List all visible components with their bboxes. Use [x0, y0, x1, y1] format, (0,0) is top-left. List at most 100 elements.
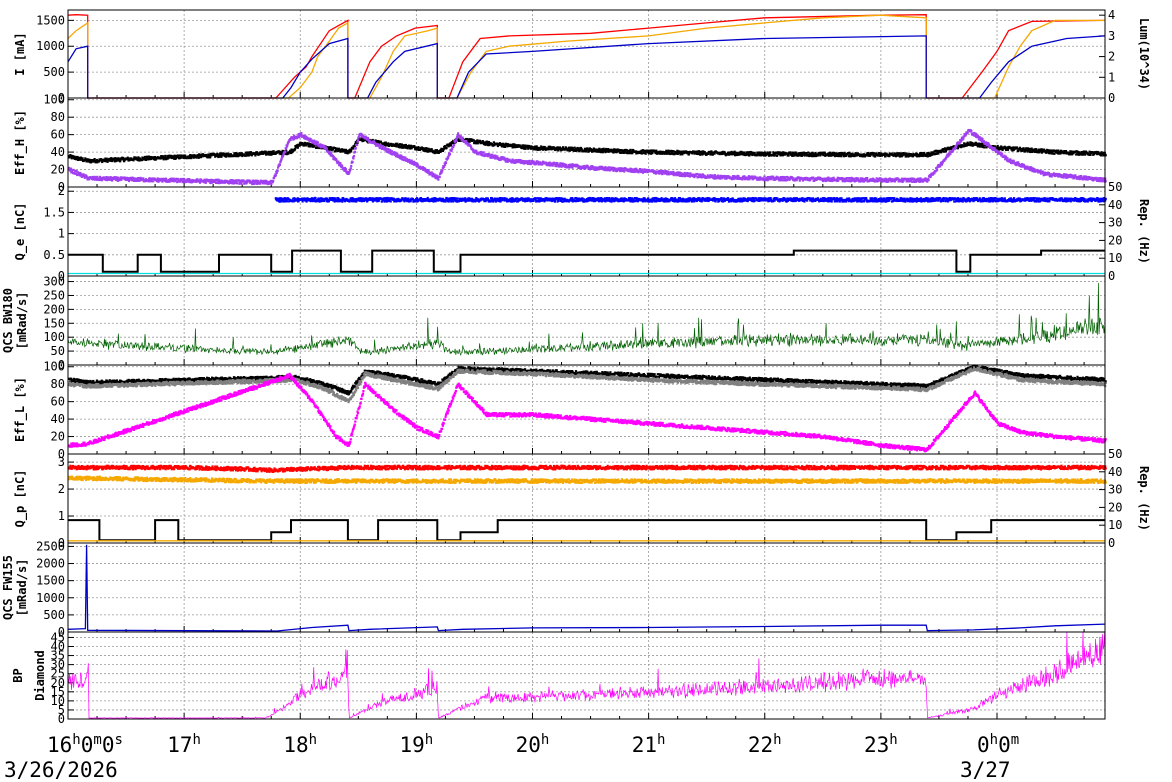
point-effh-1 [352, 161, 354, 163]
point-effh-1 [453, 144, 455, 146]
point-effh-0 [445, 147, 447, 149]
point-effh-1 [285, 147, 287, 149]
point-effh-0 [840, 155, 842, 157]
point-effh-0 [769, 151, 771, 153]
point-effh-1 [179, 180, 181, 182]
point-effh-1 [357, 139, 359, 141]
point-effh-0 [788, 154, 790, 156]
point-effh-1 [949, 153, 951, 155]
point-effh-1 [844, 180, 846, 182]
ylabel-qe: Q_e [nC] [13, 203, 28, 261]
point-effh-1 [281, 158, 283, 160]
point-effh-1 [444, 164, 446, 166]
point-effh-0 [352, 147, 354, 149]
point-effh-1 [272, 180, 274, 182]
ytick-label-qe-2: 1 [58, 227, 65, 241]
point-effh-1 [447, 157, 449, 159]
point-effh-1 [284, 151, 286, 153]
point-effh-1 [475, 150, 477, 152]
point-effh-1 [277, 170, 279, 172]
frame-current [68, 10, 1105, 98]
point-effh-1 [205, 182, 207, 184]
point-effh-1 [355, 147, 357, 149]
point-effh-1 [781, 179, 783, 181]
series-current-2 [68, 36, 1105, 98]
point-effh-0 [585, 150, 587, 152]
ytick-label-qe-1: 0.5 [43, 248, 65, 262]
point-effh-1 [354, 151, 356, 153]
point-effh-0 [165, 155, 167, 157]
ytick-label-effh-5: 100 [43, 93, 65, 107]
point-effh-1 [483, 151, 485, 153]
y2tick-label-current-0: 0 [1108, 91, 1115, 105]
point-effh-1 [279, 164, 281, 166]
point-effh-1 [356, 144, 358, 146]
point-effh-1 [936, 169, 938, 171]
point-effh-1 [345, 168, 347, 170]
ytick-label-qe-3: 1.5 [43, 205, 65, 219]
ylabel-effh: Eff_H [%] [13, 110, 28, 175]
point-effh-1 [866, 177, 868, 179]
point-effh-1 [350, 167, 352, 169]
point-effh-1 [152, 180, 154, 182]
y2tick-label-current-4: 4 [1108, 8, 1115, 22]
series-current-1 [68, 15, 1105, 98]
point-effh-1 [763, 176, 765, 178]
ylabel-current: I [mA] [13, 32, 27, 75]
frame-effh [68, 98, 1105, 187]
point-effh-1 [1006, 157, 1008, 159]
ytick-label-effh-2: 40 [51, 145, 65, 159]
point-effh-1 [1048, 172, 1050, 174]
point-effh-1 [326, 148, 328, 150]
point-effh-1 [462, 137, 464, 139]
point-effh-1 [330, 152, 332, 154]
point-effh-1 [994, 147, 996, 149]
point-effh-1 [358, 136, 360, 138]
point-effh-1 [182, 181, 184, 183]
ytick-label-current-2: 1000 [36, 39, 65, 53]
point-effh-0 [417, 146, 419, 148]
point-effh-1 [142, 177, 144, 179]
point-effh-1 [240, 183, 242, 185]
point-effh-0 [618, 149, 620, 151]
point-effh-1 [962, 138, 964, 140]
point-effh-1 [161, 181, 163, 183]
point-effh-1 [353, 155, 355, 157]
point-effh-1 [981, 138, 983, 140]
point-effh-1 [441, 169, 443, 171]
point-effh-1 [449, 153, 451, 155]
y2tick-label-qe-0: 0 [1108, 269, 1115, 283]
point-effh-1 [439, 176, 441, 178]
ytick-label-current-3: 1500 [36, 13, 65, 27]
point-effh-0 [525, 148, 527, 150]
point-effh-1 [275, 174, 277, 176]
ytick-label-qe-4: 2 [58, 184, 65, 198]
point-effh-0 [82, 157, 84, 159]
panel-qe: 00.511.5201020304050Rep. (Hz)Q_e [nC] [13, 180, 1151, 283]
point-effh-1 [300, 132, 302, 134]
y2label-current: Lum(10^34) [1137, 18, 1151, 90]
point-effh-0 [1035, 148, 1037, 150]
y2tick-label-current-2: 2 [1108, 50, 1115, 64]
ytick-label-effh-4: 80 [51, 110, 65, 124]
point-effh-1 [317, 141, 319, 143]
ytick-label-effh-1: 20 [51, 163, 65, 177]
series-effh-1 [68, 129, 1107, 185]
series-qe-0 [275, 197, 1107, 203]
point-effh-1 [276, 172, 278, 174]
point-effh-1 [928, 179, 930, 181]
point-effh-1 [623, 170, 625, 172]
point-effh-0 [1089, 154, 1091, 156]
y2tick-label-current-3: 3 [1108, 29, 1115, 43]
series-current-0 [68, 15, 1105, 98]
point-effh-1 [967, 132, 969, 134]
y2tick-label-current-1: 1 [1108, 70, 1115, 84]
point-effh-1 [955, 146, 957, 148]
point-effh-1 [236, 182, 238, 184]
y2tick-label-qe-5: 50 [1108, 180, 1122, 194]
y2tick-label-qe-1: 10 [1108, 251, 1122, 265]
point-effh-1 [165, 178, 167, 180]
point-effh-1 [457, 132, 459, 134]
